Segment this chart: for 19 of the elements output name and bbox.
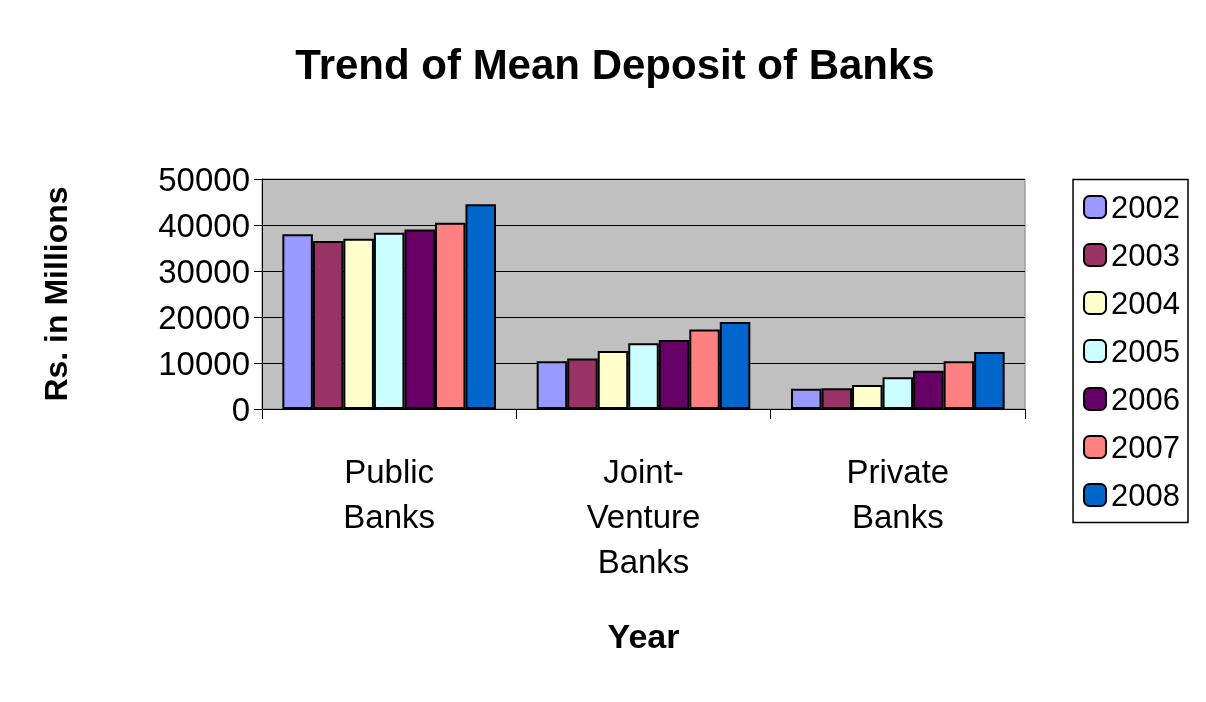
y-tick-label: 40000	[158, 206, 250, 244]
x-axis-title: Year	[607, 617, 680, 655]
legend-label: 2007	[1111, 429, 1181, 465]
x-tick-label: Private Banks	[846, 453, 950, 535]
legend-label: 2004	[1111, 285, 1181, 321]
legend-label: 2006	[1111, 381, 1181, 417]
y-axis-title: Rs. in Millions	[38, 186, 74, 402]
chart-title: Trend of Mean Deposit of Banks	[295, 40, 935, 88]
y-tick-label: 50000	[158, 160, 250, 198]
y-tick-label: 10000	[158, 344, 250, 382]
x-tick-label: Joint-Venture Banks	[586, 453, 701, 580]
legend-label: 2008	[1111, 477, 1181, 513]
y-tick-label: 0	[231, 390, 250, 428]
legend-label: 2003	[1111, 237, 1181, 273]
x-tick-label: Public Banks	[343, 453, 436, 535]
y-tick-label: 30000	[158, 252, 250, 290]
legend-label: 2002	[1111, 189, 1181, 225]
y-tick-label: 20000	[158, 298, 250, 336]
legend-label: 2005	[1111, 333, 1181, 369]
